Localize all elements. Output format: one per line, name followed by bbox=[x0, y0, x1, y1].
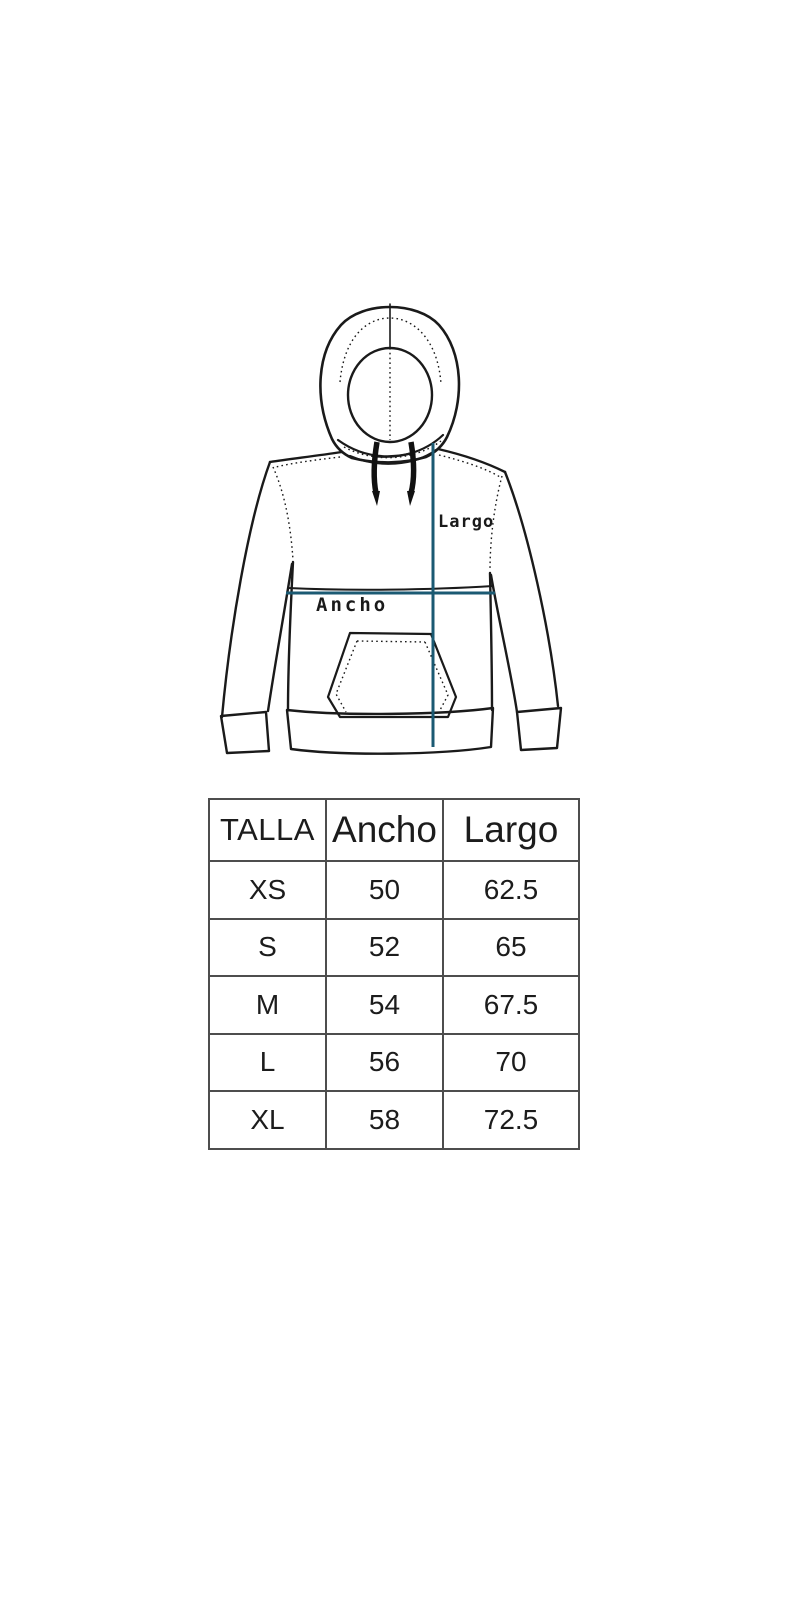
hoodie-cuff-left bbox=[219, 710, 271, 755]
table-row-m: M 54 67.5 bbox=[208, 975, 580, 1035]
label-ancho: Ancho bbox=[316, 594, 388, 616]
table-row-l: L 56 70 bbox=[208, 1032, 580, 1092]
size-chart-header-row: TALLA Ancho Largo bbox=[208, 798, 580, 862]
column-header-talla: TALLA bbox=[208, 798, 327, 862]
cell-largo: 62.5 bbox=[442, 860, 580, 920]
size-chart-table: TALLA Ancho Largo XS 50 62.5 S 52 65 M 5… bbox=[208, 798, 580, 1150]
cell-ancho: 50 bbox=[325, 860, 444, 920]
cell-largo: 65 bbox=[442, 917, 580, 977]
hoodie-drawing: Largo Ancho bbox=[219, 303, 563, 755]
hoodie-body-silhouette bbox=[221, 443, 561, 753]
cell-largo: 70 bbox=[442, 1032, 580, 1092]
hoodie-hem-band bbox=[285, 706, 495, 755]
cell-talla: XS bbox=[208, 860, 327, 920]
cell-largo: 72.5 bbox=[442, 1090, 580, 1150]
hoodie-cuff-right bbox=[515, 706, 563, 752]
hoodie-seam-stitching bbox=[272, 454, 503, 572]
label-largo: Largo bbox=[438, 512, 494, 532]
cell-ancho: 56 bbox=[325, 1032, 444, 1092]
cell-talla: S bbox=[208, 917, 327, 977]
cell-ancho: 54 bbox=[325, 975, 444, 1035]
cell-talla: M bbox=[208, 975, 327, 1035]
hoodie-drawstrings bbox=[371, 441, 417, 506]
cell-ancho: 58 bbox=[325, 1090, 444, 1150]
cell-talla: XL bbox=[208, 1090, 327, 1150]
cell-ancho: 52 bbox=[325, 917, 444, 977]
cell-largo: 67.5 bbox=[442, 975, 580, 1035]
column-header-ancho: Ancho bbox=[325, 798, 444, 862]
hoodie-body-outline bbox=[220, 447, 560, 719]
hoodie-measurement-diagram: Largo Ancho bbox=[180, 290, 600, 760]
cell-talla: L bbox=[208, 1032, 327, 1092]
table-row-s: S 52 65 bbox=[208, 917, 580, 977]
hoodie-hood bbox=[319, 303, 461, 465]
column-header-largo: Largo bbox=[442, 798, 580, 862]
table-row-xl: XL 58 72.5 bbox=[208, 1090, 580, 1150]
table-row-xs: XS 50 62.5 bbox=[208, 860, 580, 920]
